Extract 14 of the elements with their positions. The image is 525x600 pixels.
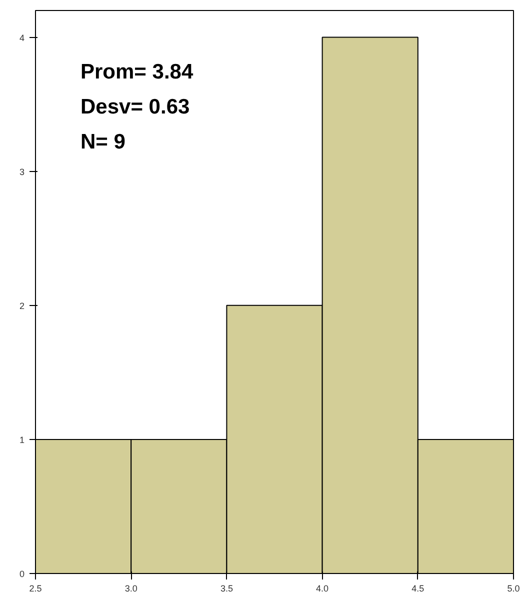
y-tick-label: 3: [19, 166, 25, 177]
y-tick-label: 4: [19, 32, 25, 43]
annotation: Desv= 0.63: [80, 96, 190, 118]
x-tick-label: 2.5: [29, 584, 42, 594]
x-tick-label: 5.0: [507, 584, 520, 594]
x-tick-label: 3.0: [124, 584, 138, 594]
y-tick-label: 0: [19, 569, 25, 579]
y-tick-label: 2: [19, 300, 25, 311]
x-tick-label: 3.5: [220, 584, 233, 594]
annotation: N= 9: [80, 130, 126, 154]
y-tick-label: 1: [19, 434, 25, 445]
x-tick-label: 4.0: [316, 584, 329, 594]
annotation: Prom= 3.84: [80, 60, 194, 84]
x-tick-label: 4.5: [412, 584, 424, 594]
